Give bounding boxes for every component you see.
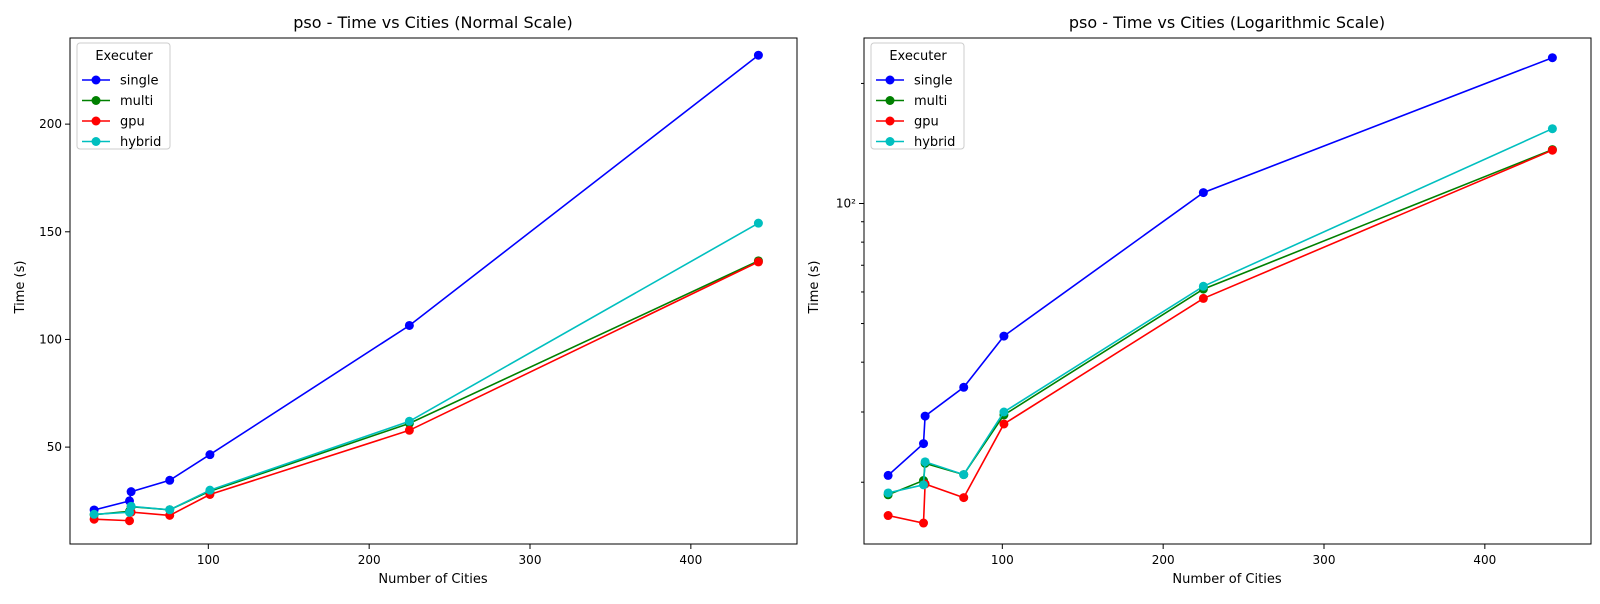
data-point-hybrid — [920, 457, 930, 467]
x-axis-label: Number of Cities — [378, 572, 487, 587]
data-point-single — [205, 450, 215, 460]
plot-frame — [69, 37, 798, 545]
legend-marker-single — [91, 75, 101, 85]
data-point-hybrid — [1198, 281, 1208, 291]
y-tick-label: 10² — [836, 196, 856, 210]
legend: Executer single multi gpu hybrid — [870, 42, 965, 150]
data-point-hybrid — [404, 416, 414, 426]
chart-log-scale: pso - Time vs Cities (Logarithmic Scale)… — [807, 13, 1592, 587]
legend-marker-hybrid — [91, 137, 101, 146]
axes-ticks: 100 200 300 400 50 100 150 200 — [39, 117, 702, 567]
data-point-gpu — [404, 425, 414, 435]
x-tick-label: 200 — [1152, 553, 1175, 567]
legend-box — [870, 42, 965, 150]
data-point-hybrid — [1547, 124, 1557, 134]
y-axis-label: Time (s) — [13, 261, 28, 315]
data-point-gpu — [753, 257, 763, 267]
legend-marker-gpu — [91, 116, 101, 126]
data-point-gpu — [919, 518, 929, 528]
plot-frame — [863, 37, 1592, 545]
y-tick-label: 50 — [47, 440, 62, 454]
x-tick-label: 400 — [1473, 553, 1496, 567]
data-point-hybrid — [959, 470, 969, 480]
x-tick-label: 300 — [1313, 553, 1336, 567]
data-point-single — [999, 331, 1009, 341]
legend-marker-single — [885, 75, 895, 85]
data-point-hybrid — [89, 509, 99, 519]
data-point-gpu — [999, 419, 1009, 429]
legend-marker-gpu — [885, 116, 895, 126]
x-tick-label: 200 — [358, 553, 381, 567]
data-point-single — [1198, 188, 1208, 198]
legend-label-single: single — [120, 74, 159, 89]
data-point-single — [753, 50, 763, 60]
data-point-single — [883, 470, 893, 480]
legend-marker-multi — [91, 96, 101, 105]
y-tick-label: 150 — [39, 225, 62, 239]
data-point-hybrid — [883, 488, 893, 498]
plot-area — [89, 50, 763, 526]
x-tick-label: 400 — [679, 553, 702, 567]
legend-title: Executer — [889, 49, 947, 64]
data-point-gpu — [1547, 145, 1557, 155]
chart-normal-scale: pso - Time vs Cities (Normal Scale) Numb… — [13, 13, 798, 587]
legend-label-hybrid: hybrid — [914, 135, 955, 150]
legend-box — [76, 42, 171, 150]
x-tick-label: 300 — [519, 553, 542, 567]
data-point-gpu — [1198, 293, 1208, 303]
data-point-hybrid — [919, 480, 929, 490]
data-point-single — [959, 382, 969, 392]
data-point-hybrid — [165, 505, 175, 515]
data-point-single — [126, 487, 136, 497]
data-point-single — [1547, 53, 1557, 63]
data-point-single — [919, 439, 929, 449]
legend-label-multi: multi — [914, 94, 947, 109]
data-point-gpu — [959, 493, 969, 503]
legend-label-gpu: gpu — [120, 115, 145, 130]
data-point-single — [404, 320, 414, 330]
data-point-hybrid — [205, 485, 215, 495]
legend-title: Executer — [95, 49, 153, 64]
data-point-hybrid — [999, 407, 1009, 417]
legend-label-single: single — [914, 74, 953, 89]
chart-title: pso - Time vs Cities (Logarithmic Scale) — [1069, 13, 1385, 32]
data-point-gpu — [125, 516, 135, 526]
axes-ticks: 100 200 300 400 10² — [836, 82, 1496, 567]
chart-title: pso - Time vs Cities (Normal Scale) — [293, 13, 572, 32]
y-tick-label: 100 — [39, 332, 62, 346]
y-tick-label: 200 — [39, 117, 62, 131]
legend-marker-hybrid — [885, 137, 895, 146]
x-tick-label: 100 — [991, 553, 1014, 567]
legend-label-gpu: gpu — [914, 115, 939, 130]
data-point-hybrid — [126, 501, 136, 511]
legend-label-hybrid: hybrid — [120, 135, 161, 150]
x-axis-label: Number of Cities — [1172, 572, 1281, 587]
data-point-gpu — [883, 511, 893, 521]
legend-marker-multi — [885, 96, 895, 105]
y-axis-label: Time (s) — [807, 261, 822, 315]
legend-label-multi: multi — [120, 94, 153, 109]
x-tick-label: 100 — [197, 553, 220, 567]
data-point-hybrid — [753, 218, 763, 228]
data-point-single — [165, 475, 175, 485]
legend: Executer single multi gpu hybrid — [76, 42, 171, 150]
data-point-single — [920, 411, 930, 421]
plot-area — [883, 53, 1557, 528]
